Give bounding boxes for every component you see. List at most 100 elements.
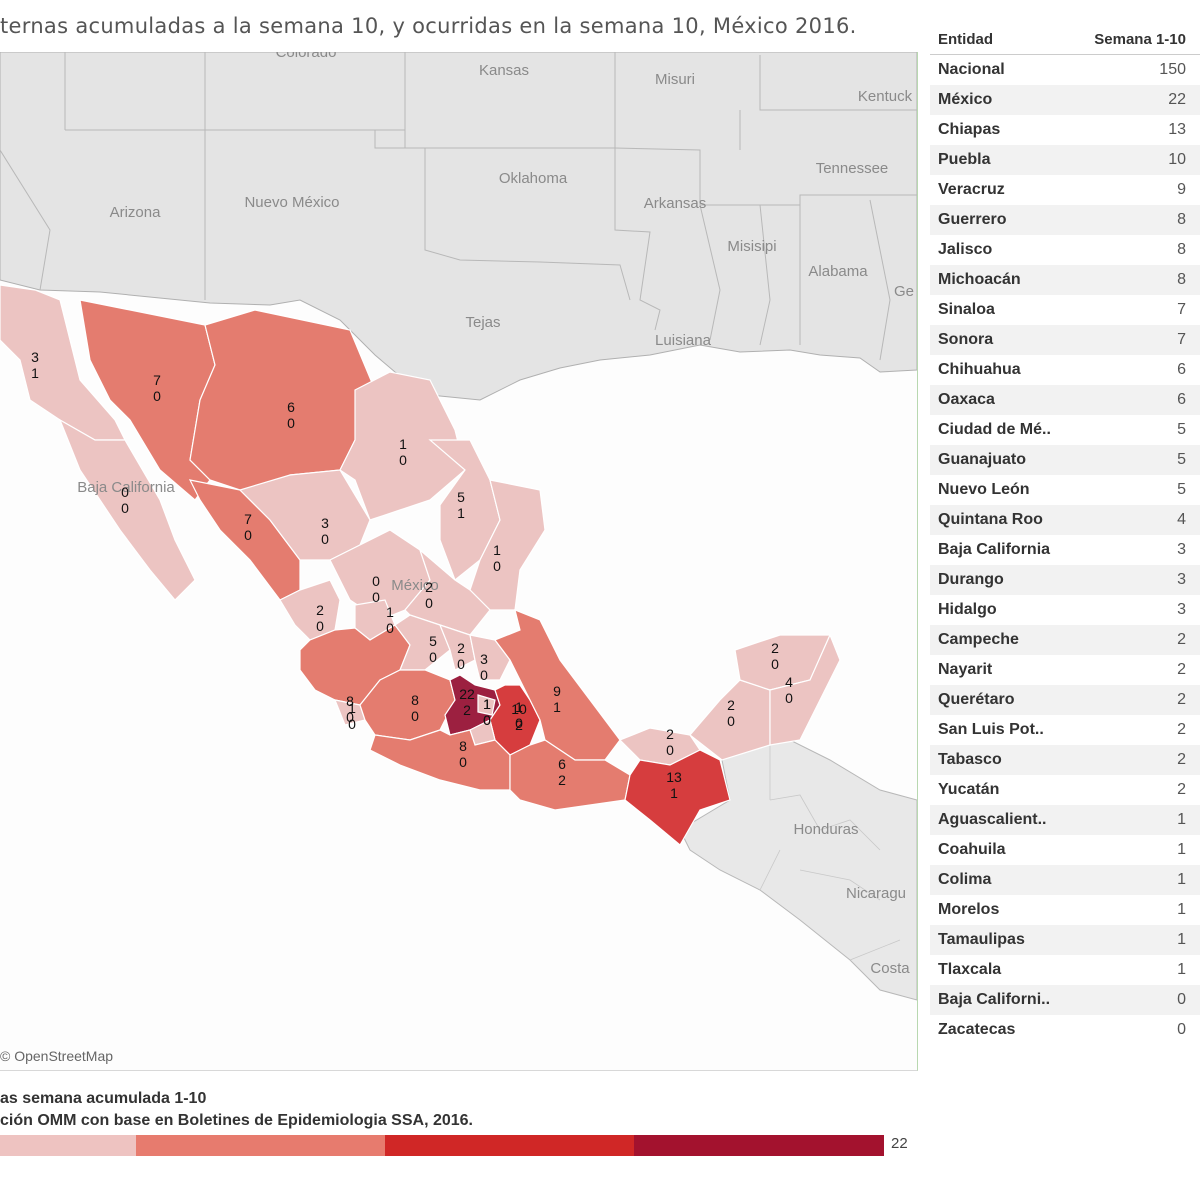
region-count-label: 7 [244, 511, 252, 527]
row-value: 2 [1177, 631, 1186, 648]
table-row[interactable]: Zacatecas 0 [930, 1015, 1200, 1045]
state-guerrero[interactable] [369, 729, 511, 791]
row-entity: Durango [938, 571, 1004, 588]
row-entity: Tamaulipas [938, 931, 1025, 948]
row-value: 22 [1168, 91, 1186, 108]
row-entity: Chiapas [938, 121, 1001, 138]
row-entity: Tlaxcala [938, 961, 1002, 978]
state-nayarit[interactable] [279, 579, 341, 641]
table-row[interactable]: México 22 [930, 85, 1200, 115]
region-week-label: 1 [457, 505, 465, 521]
table-row[interactable]: Baja Californi.. 0 [930, 985, 1200, 1015]
table-row[interactable]: Baja California 3 [930, 535, 1200, 565]
row-entity: Baja Californi.. [938, 991, 1051, 1008]
table-row[interactable]: Chiapas 13 [930, 115, 1200, 145]
table-row[interactable]: Hidalgo 3 [930, 595, 1200, 625]
region-count-label: 22 [459, 686, 475, 702]
row-value: 4 [1177, 511, 1186, 528]
row-value: 8 [1177, 241, 1186, 258]
state-quer-taro[interactable] [438, 624, 476, 671]
table-row[interactable]: Aguascalient.. 1 [930, 805, 1200, 835]
table-row[interactable]: Tamaulipas 1 [930, 925, 1200, 955]
row-entity: Quintana Roo [938, 511, 1043, 528]
col-entity-header[interactable]: Entidad [938, 30, 993, 48]
reference-label: Misuri [655, 71, 695, 88]
table-row[interactable]: Yucatán 2 [930, 775, 1200, 805]
region-week-label: 0 [785, 690, 793, 706]
table-row[interactable]: Michoacán 8 [930, 265, 1200, 295]
state-tamaulipas[interactable] [469, 479, 546, 611]
reference-labels: Colorado Kansas Misuri Kentuck Arizona Nuevo … [77, 52, 914, 977]
table-row[interactable]: Nuevo León 5 [930, 475, 1200, 505]
row-value: 1 [1177, 811, 1186, 828]
table-row[interactable]: Campeche 2 [930, 625, 1200, 655]
region-week-label: 0 [483, 712, 491, 728]
state-ciudad-de-m-xico[interactable] [477, 694, 496, 716]
row-value: 5 [1177, 421, 1186, 438]
legend-segment [634, 1135, 884, 1156]
table-row[interactable]: Durango 3 [930, 565, 1200, 595]
region-count-label: 13 [666, 769, 682, 785]
mexico-states[interactable] [0, 284, 841, 846]
region-week-label: 0 [411, 708, 419, 724]
row-entity: Zacatecas [938, 1021, 1016, 1038]
table-row[interactable]: Tabasco 2 [930, 745, 1200, 775]
table-row[interactable]: Quintana Roo 4 [930, 505, 1200, 535]
table-row[interactable]: Guanajuato 5 [930, 445, 1200, 475]
mexico-choropleth-map[interactable]: Colorado Kansas Misuri Kentuck Arizona Nuevo … [0, 52, 917, 1070]
table-row[interactable]: Puebla 10 [930, 145, 1200, 175]
region-week-label: 0 [483, 712, 491, 728]
table-row[interactable]: Nacional 150 [930, 55, 1200, 85]
table-row[interactable]: Veracruz 9 [930, 175, 1200, 205]
reference-label: Honduras [793, 821, 858, 838]
table-row[interactable]: Sinaloa 7 [930, 295, 1200, 325]
map-title: ternas acumuladas a la semana 10, y ocur… [0, 14, 857, 38]
region-week-label: 0 [348, 716, 356, 732]
state-quintana-roo[interactable] [769, 633, 841, 746]
table-row[interactable]: San Luis Pot.. 2 [930, 715, 1200, 745]
region-week-label: 2 [558, 772, 566, 788]
table-row[interactable]: Coahuila 1 [930, 835, 1200, 865]
state-chiapas[interactable] [624, 749, 731, 846]
table-row[interactable]: Querétaro 2 [930, 685, 1200, 715]
table-row[interactable]: Ciudad de Mé.. 5 [930, 415, 1200, 445]
table-row[interactable]: Chihuahua 6 [930, 355, 1200, 385]
us-state-borders [0, 52, 917, 361]
reference-label: Oklahoma [499, 170, 568, 187]
state-guanajuato[interactable] [394, 614, 451, 671]
region-week-label: 0 [321, 531, 329, 547]
table-row[interactable]: Guerrero 8 [930, 205, 1200, 235]
table-row[interactable]: Nayarit 2 [930, 655, 1200, 685]
reference-label: Luisiana [655, 332, 712, 349]
region-week-label: 0 [372, 589, 380, 605]
state-coahuila-de-zaragoza[interactable] [339, 371, 466, 521]
region-count-label: 2 [425, 579, 433, 595]
legend-title: as semana acumulada 1-10 [0, 1090, 207, 1107]
table-row[interactable]: Colima 1 [930, 865, 1200, 895]
row-entity: San Luis Pot.. [938, 721, 1044, 738]
reference-label: Arkansas [644, 195, 707, 212]
row-entity: Colima [938, 871, 992, 888]
region-week-label: 1 [31, 365, 39, 381]
region-week-label: 0 [386, 620, 394, 636]
table-row[interactable]: Morelos 1 [930, 895, 1200, 925]
col-value-header[interactable]: Semana 1-10 [1094, 30, 1186, 48]
row-entity: Morelos [938, 901, 1000, 918]
row-value: 2 [1177, 721, 1186, 738]
state-baja-california-sur[interactable] [58, 418, 196, 601]
osm-credit[interactable]: © OpenStreetMap [0, 1048, 114, 1064]
table-row[interactable]: Sonora 7 [930, 325, 1200, 355]
region-week-label: 2 [515, 717, 523, 733]
row-entity: Nayarit [938, 661, 993, 678]
reference-label: Alabama [808, 263, 868, 280]
row-value: 7 [1177, 331, 1186, 348]
map-viewport[interactable]: Colorado Kansas Misuri Kentuck Arizona Nuevo … [0, 52, 918, 1071]
table-row[interactable]: Oaxaca 6 [930, 385, 1200, 415]
table-row[interactable]: Tlaxcala 1 [930, 955, 1200, 985]
reference-label: Baja California [77, 479, 175, 496]
reference-label: Kentuck [858, 88, 913, 105]
table-row[interactable]: Jalisco 8 [930, 235, 1200, 265]
row-entity: Nacional [938, 61, 1005, 78]
region-count-label: 1 [386, 604, 394, 620]
state-nuevo-le-n[interactable] [428, 439, 501, 581]
